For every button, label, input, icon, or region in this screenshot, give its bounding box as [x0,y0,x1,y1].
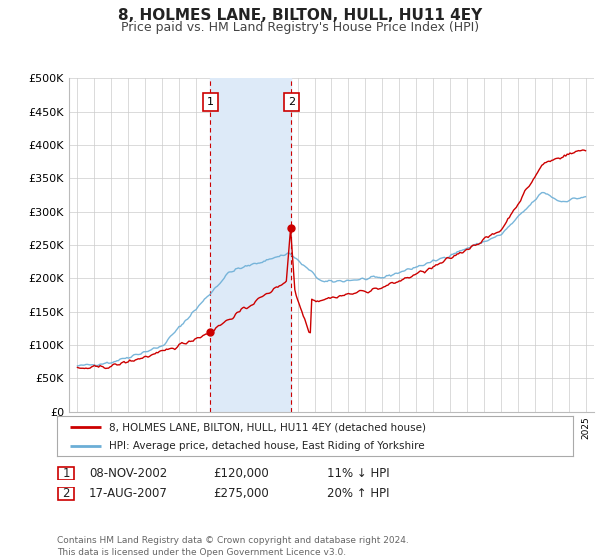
FancyBboxPatch shape [58,466,74,480]
Bar [211,78,291,412]
Text: 8, HOLMES LANE, BILTON, HULL, HU11 4EY: 8, HOLMES LANE, BILTON, HULL, HU11 4EY [118,8,482,24]
Text: 17-AUG-2007: 17-AUG-2007 [89,487,167,501]
Text: 2: 2 [287,97,295,107]
Text: 8, HOLMES LANE, BILTON, HULL, HU11 4EY (detached house): 8, HOLMES LANE, BILTON, HULL, HU11 4EY (… [109,422,425,432]
Text: £275,000: £275,000 [213,487,269,501]
Text: Price paid vs. HM Land Registry's House Price Index (HPI): Price paid vs. HM Land Registry's House … [121,21,479,34]
Text: 08-NOV-2002: 08-NOV-2002 [89,466,167,480]
FancyBboxPatch shape [58,487,74,501]
Text: 1: 1 [62,466,70,480]
Text: £120,000: £120,000 [213,466,269,480]
Text: Contains HM Land Registry data © Crown copyright and database right 2024.
This d: Contains HM Land Registry data © Crown c… [57,536,409,557]
Text: 20% ↑ HPI: 20% ↑ HPI [327,487,389,501]
Text: 11% ↓ HPI: 11% ↓ HPI [327,466,389,480]
Text: HPI: Average price, detached house, East Riding of Yorkshire: HPI: Average price, detached house, East… [109,441,424,451]
Text: 2: 2 [62,487,70,501]
Text: 1: 1 [207,97,214,107]
